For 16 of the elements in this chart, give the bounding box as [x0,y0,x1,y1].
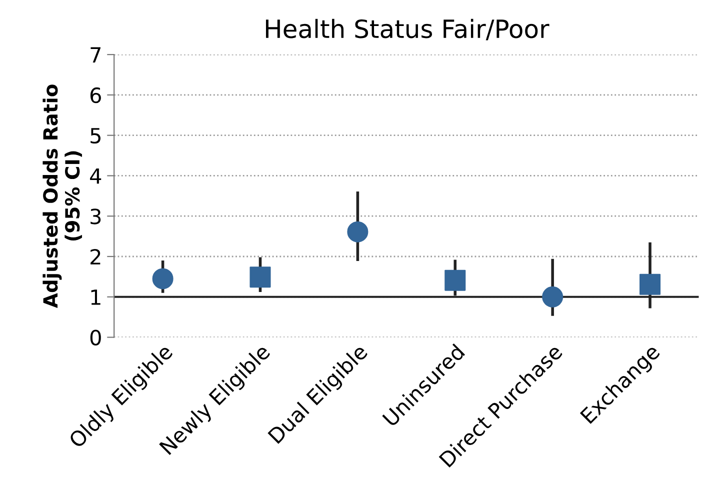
y-tick-label: 1 [91,290,100,305]
point [444,270,466,291]
chart-title: Health Status Fair/Poor [266,18,550,40]
y-tick-label: 5 [90,128,100,144]
point [542,286,564,308]
point [347,221,368,242]
point [640,274,661,295]
y-tick-label: 6 [90,87,101,104]
y-tick-label: 7 [90,47,100,62]
y-tick-label: 3 [90,208,101,224]
y-tick-label: 2 [90,248,100,264]
point [152,268,174,290]
point [250,266,271,288]
y-tick-label: 4 [90,168,102,184]
y-axis-title: Adjusted Odds Ratio (95% CI) [42,84,82,308]
y-tick-label: 0 [90,330,101,346]
